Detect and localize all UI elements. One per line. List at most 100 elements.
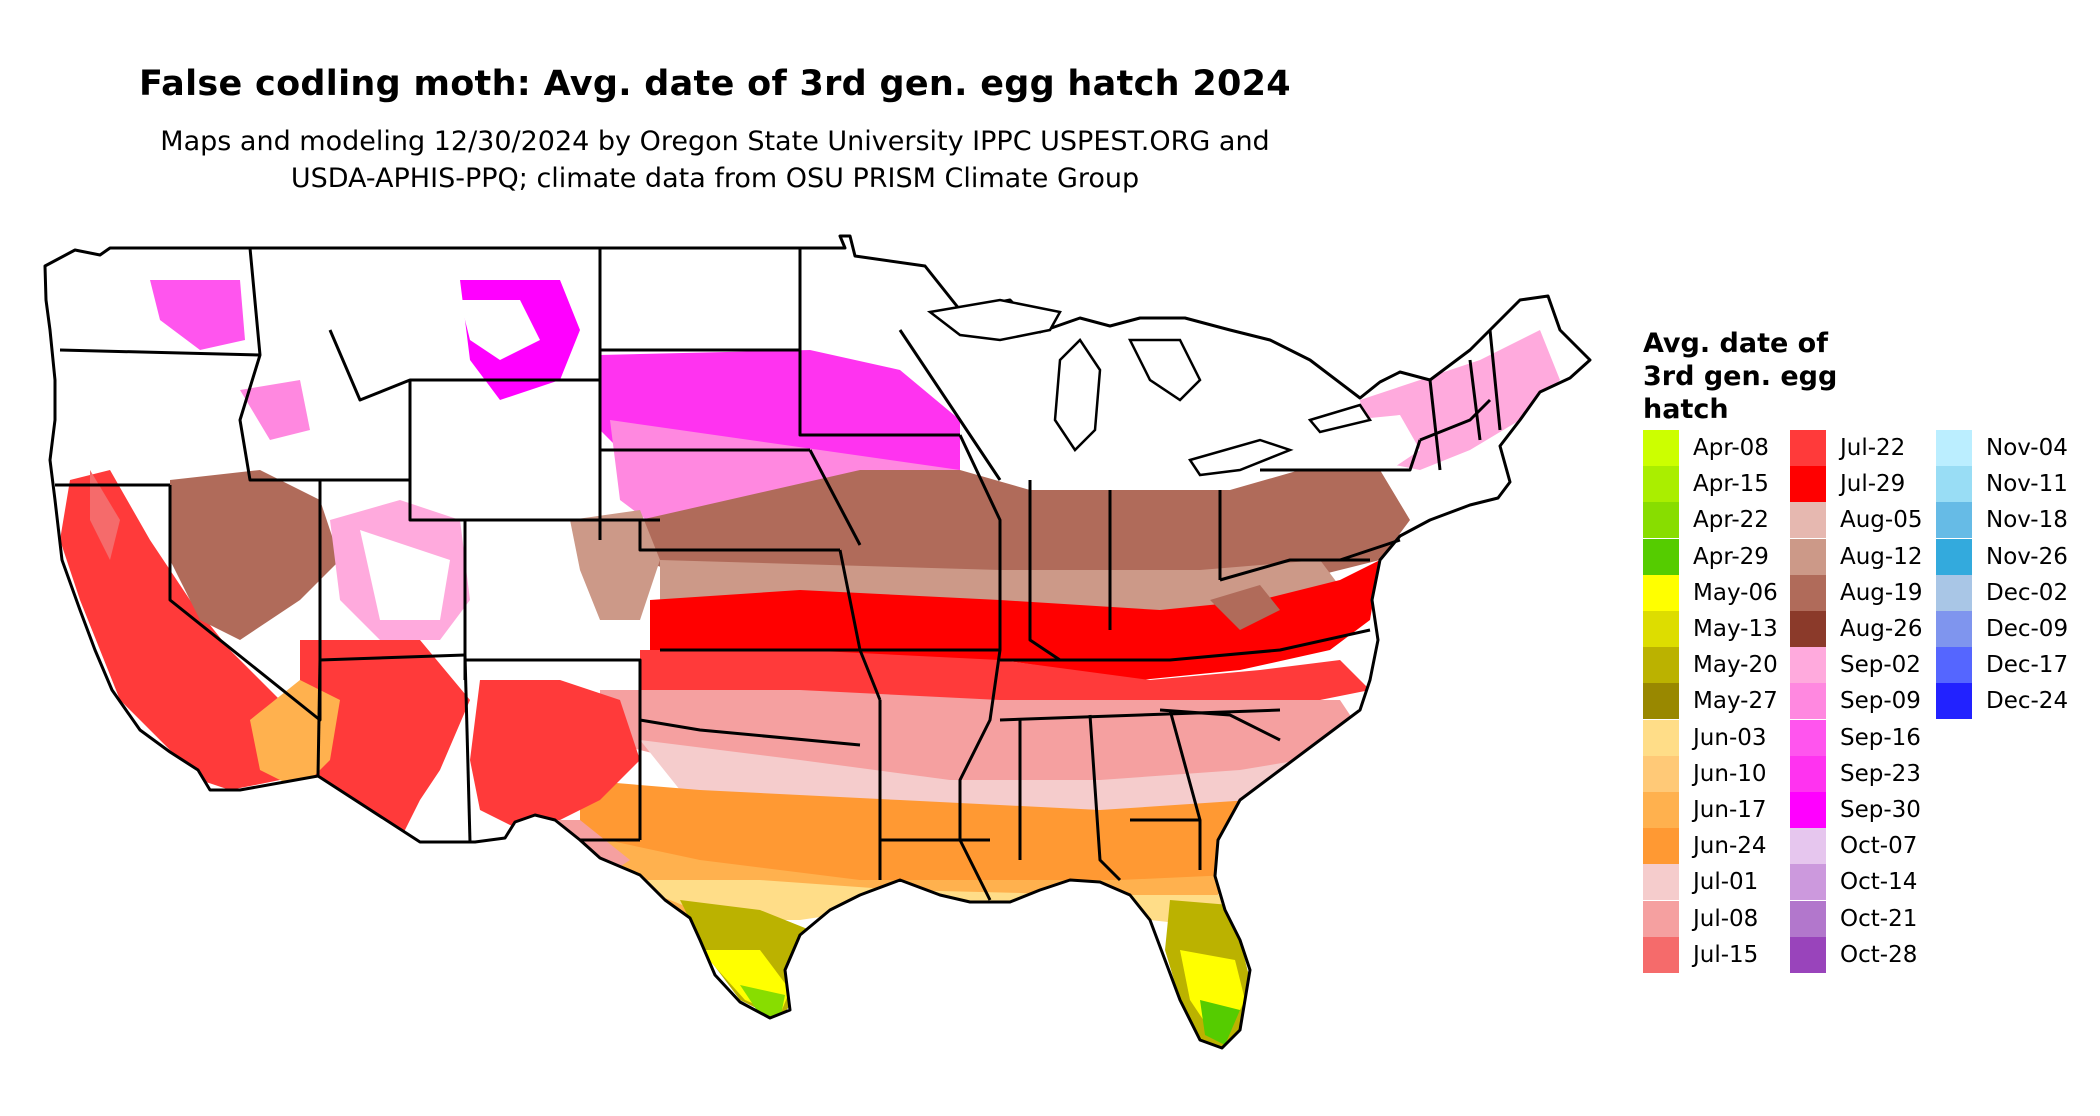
legend-item: Sep-09 [1790,683,1921,720]
legend-label: Jun-17 [1693,797,1767,823]
legend-swatch [1643,683,1679,720]
legend-item: Dec-17 [1936,647,2069,684]
legend-swatch [1643,647,1679,684]
legend-label: Jul-08 [1693,905,1759,932]
legend-label: May-20 [1693,652,1778,679]
legend-label: Sep-30 [1840,797,1921,823]
legend-label: Oct-28 [1840,941,1918,968]
legend-swatch [1936,430,1972,466]
legend-item: Jun-03 [1643,719,1767,756]
legend-item: Nov-04 [1936,430,2068,466]
legend-swatch [1643,828,1679,865]
legend-label: Aug-05 [1840,507,1923,534]
legend-label: Dec-02 [1986,579,2069,606]
legend-item: Jul-15 [1643,936,1759,973]
map-subtitle-line-1: Maps and modeling 12/30/2024 by Oregon S… [160,126,1270,157]
legend-swatch [1643,574,1679,611]
legend-item: Dec-09 [1936,611,2068,647]
legend-item: Aug-26 [1790,611,1922,647]
legend-item: May-20 [1643,647,1778,684]
legend-label: Oct-21 [1840,905,1918,932]
legend-label: Apr-29 [1693,543,1769,570]
legend-item: Sep-16 [1790,719,1921,756]
legend-item: Nov-26 [1936,538,2068,575]
legend-swatch [1936,611,1972,647]
legend-label: Nov-04 [1986,435,2068,461]
legend-label: Sep-23 [1840,760,1921,787]
legend-item: Jun-17 [1643,792,1767,828]
legend-label: Apr-08 [1693,435,1769,461]
legend-swatch [1790,574,1826,611]
legend-item: Sep-30 [1790,792,1921,828]
legend-label: May-06 [1693,579,1778,606]
legend-title: Avg. date of 3rd gen. egg hatch [1643,327,1903,426]
legend-swatch [1643,611,1679,647]
legend-title-line-2: 3rd gen. egg [1643,361,1838,392]
legend-swatch [1643,719,1679,756]
legend-label: May-13 [1693,616,1778,642]
legend-swatch [1790,538,1826,575]
legend-label: Jul-01 [1693,869,1759,896]
legend-label: Aug-26 [1840,616,1923,642]
legend-item: Aug-19 [1790,574,1923,611]
legend-swatch [1936,683,1972,720]
legend-item: Jun-24 [1643,828,1767,865]
map-title: False codling moth: Avg. date of 3rd gen… [139,64,1291,104]
legend-title-line-3: hatch [1643,394,1729,425]
legend-item: Jul-01 [1643,864,1759,901]
legend-swatch [1643,792,1679,828]
legend-label: Nov-26 [1986,543,2068,570]
legend-swatch [1643,430,1679,466]
legend-swatch [1643,864,1679,901]
legend-label: Jul-29 [1840,471,1906,498]
legend-item: Nov-18 [1936,502,2068,539]
legend-label: May-27 [1693,688,1778,715]
legend-swatch [1936,574,1972,611]
legend-swatch [1790,611,1826,647]
legend-label: Dec-17 [1986,652,2069,679]
legend-swatch [1643,502,1679,539]
legend-item: Dec-02 [1936,574,2069,611]
legend-item: Jul-08 [1643,900,1759,937]
legend-item: Nov-11 [1936,466,2068,503]
legend-swatch [1790,719,1826,756]
legend-item: Oct-28 [1790,936,1918,973]
legend-swatch [1790,936,1826,973]
legend-label: Sep-16 [1840,724,1921,751]
map-subtitle-line-2: USDA-APHIS-PPQ; climate data from OSU PR… [290,163,1140,194]
legend-swatch [1790,900,1826,937]
legend-swatch [1790,792,1826,828]
legend-item: Oct-21 [1790,900,1918,937]
legend-label: Jul-15 [1693,941,1759,968]
legend-label: Oct-14 [1840,869,1918,896]
legend-label: Sep-02 [1840,652,1921,679]
legend-swatch [1790,828,1826,865]
legend-swatch [1643,936,1679,973]
legend-swatch [1936,538,1972,575]
legend-item: Sep-23 [1790,755,1921,792]
legend-item: Jul-22 [1790,430,1905,466]
legend-swatch [1643,466,1679,503]
legend-label: Jul-22 [1840,435,1906,461]
legend-item: Jun-10 [1643,755,1767,792]
legend-swatch [1790,502,1826,539]
legend-item: May-13 [1643,611,1778,647]
legend-label: Jun-10 [1693,760,1767,787]
legend-label: Jun-03 [1693,724,1767,751]
legend-title-line-1: Avg. date of [1643,328,1828,359]
legend-swatch [1643,755,1679,792]
legend-swatch [1936,502,1972,539]
legend-label: Aug-19 [1840,579,1923,606]
legend-label: Dec-24 [1986,688,2069,715]
legend-swatch [1790,755,1826,792]
legend-item: Apr-22 [1643,502,1769,539]
legend-item: Sep-02 [1790,647,1921,684]
legend-item: Jul-29 [1790,466,1906,503]
legend-label: Sep-09 [1840,688,1921,715]
legend-label: Nov-11 [1986,471,2068,498]
legend-swatch [1790,683,1826,720]
legend-item: May-27 [1643,683,1778,720]
legend-item: Aug-05 [1790,502,1923,539]
legend-swatch [1936,647,1972,684]
legend-swatch [1790,864,1826,901]
